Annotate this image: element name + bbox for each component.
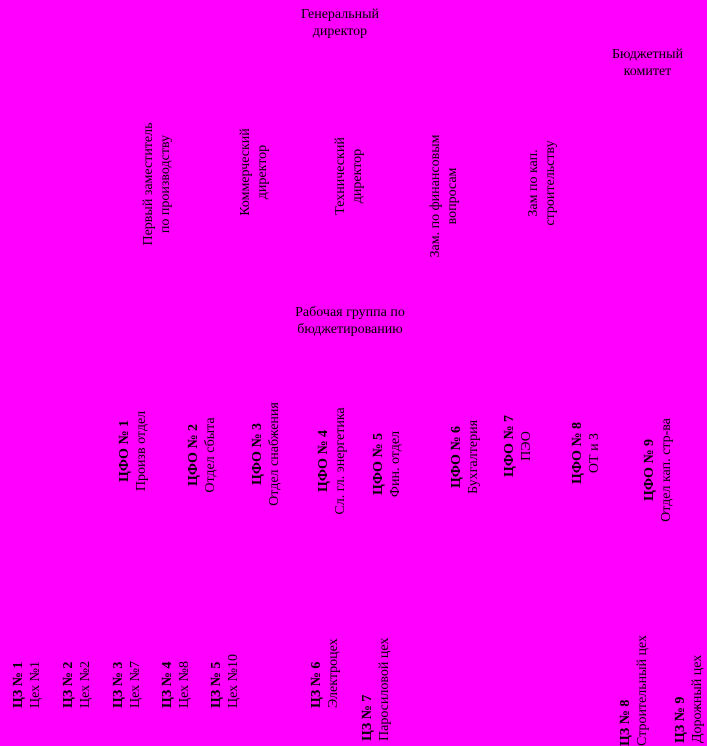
general-director-line1: Генеральный [300,7,380,22]
cfo-9: ЦФО № 9 Отдел кап. стр-ва [641,400,675,540]
deputy-line: Зам. по финансовым [428,134,443,258]
cz-code: ЦЗ № 7 [360,694,375,741]
cfo-3: ЦФО № 3 Отдел снабжения [249,384,283,524]
cz-code: ЦЗ № 4 [160,661,175,708]
cfo-code: ЦФО № 8 [570,421,585,485]
cfo-code: ЦФО № 7 [502,414,517,478]
cz-name: Строительный цех [635,634,650,746]
budget-committee-line1: Бюджетный [611,47,684,62]
cfo-name: Отдел кап. стр-ва [659,418,674,522]
cfo-4: ЦФО № 4 Сл. гл. энергетика [315,396,349,526]
deputy-first-production: Первый заместитель по производству [140,94,174,274]
cz-5: ЦЗ № 5 Цех №10 [208,598,242,708]
cfo-name: ПЭО [519,431,534,461]
general-director-box: Генеральный директор [265,6,415,40]
budget-committee-line2: комитет [623,64,672,79]
cfo-2: ЦФО № 2 Отдел сбыта [185,395,219,515]
cfo-code: ЦФО № 6 [449,425,464,489]
cfo-1: ЦФО № 1 Произв отдел [116,391,150,511]
cz-name: Паросиловой цех [377,637,392,741]
cz-4: ЦЗ № 4 Цех №8 [159,598,193,708]
cfo-code: ЦФО № 4 [316,429,331,493]
cz-name: Цех №7 [128,661,143,708]
cz-name: Цех №2 [78,661,93,708]
cfo-code: ЦФО № 1 [117,419,132,483]
cfo-name: Бухгалтерия [466,419,481,495]
cfo-name: Отдел сбыта [203,417,218,493]
deputy-line: директор [255,144,270,200]
cz-code: ЦЗ № 2 [61,661,76,708]
cfo-name: Фин. отдел [388,430,403,498]
cfo-7: ЦФО № 7 ПЭО [501,406,535,486]
cz-name: Цех №8 [177,661,192,708]
deputy-line: Коммерческий [238,128,253,216]
deputy-commercial: Коммерческий директор [237,112,271,232]
cz-code: ЦЗ № 1 [11,661,26,708]
cfo-name: Произв отдел [134,410,149,492]
cz-7: ЦЗ № 7 Паросиловой цех [359,597,393,741]
cz-name: Электроцех [326,638,341,708]
deputy-finance: Зам. по финансовым вопросам [427,106,461,286]
working-group-line1: Рабочая группа по [295,305,405,320]
cz-code: ЦЗ № 8 [618,699,633,746]
cfo-code: ЦФО № 5 [371,432,386,496]
cfo-6: ЦФО № 6 Бухгалтерия [448,407,482,507]
general-director-line2: директор [312,24,368,39]
cfo-5: ЦФО № 5 Фин. отдел [370,414,404,514]
cfo-code: ЦФО № 3 [250,422,265,486]
deputy-line: Зам по кап. [526,149,541,217]
cz-name: Цех №1 [28,661,43,708]
deputy-technical: Технический директор [332,121,366,231]
cz-8: ЦЗ № 8 Строительный цех [617,596,651,746]
deputy-line: Технический [333,137,348,215]
cz-9: ЦЗ № 9 Дорожный цех [672,607,706,743]
deputy-line: директор [350,148,365,204]
cfo-code: ЦФО № 9 [642,438,657,502]
deputy-line: по производству [158,134,173,234]
deputy-capital-construction: Зам по кап. строительству [525,113,559,253]
cfo-name: Отдел снабжения [267,402,282,506]
cz-code: ЦЗ № 6 [309,661,324,708]
deputy-line: Первый заместитель [141,122,156,246]
cfo-8: ЦФО № 8 ОТ и З [569,408,603,498]
budget-committee-box: Бюджетный комитет [590,46,705,80]
working-group-box: Рабочая группа по бюджетированию [245,304,455,338]
working-group-line2: бюджетированию [297,322,403,337]
cz-name: Дорожный цех [690,654,705,743]
cz-3: ЦЗ № 3 Цех №7 [110,598,144,708]
cz-2: ЦЗ № 2 Цех №2 [60,598,94,708]
cz-1: ЦЗ № 1 Цех №1 [10,598,44,708]
deputy-line: строительству [543,140,558,226]
cz-code: ЦЗ № 3 [111,661,126,708]
deputy-line: вопросам [445,167,460,225]
cfo-name: Сл. гл. энергетика [333,407,348,515]
cfo-name: ОТ и З [587,432,602,474]
cz-6: ЦЗ № 6 Электроцех [308,598,342,708]
cz-code: ЦЗ № 9 [673,696,688,743]
cfo-code: ЦФО № 2 [186,423,201,487]
cz-name: Цех №10 [226,654,241,708]
cz-code: ЦЗ № 5 [209,661,224,708]
